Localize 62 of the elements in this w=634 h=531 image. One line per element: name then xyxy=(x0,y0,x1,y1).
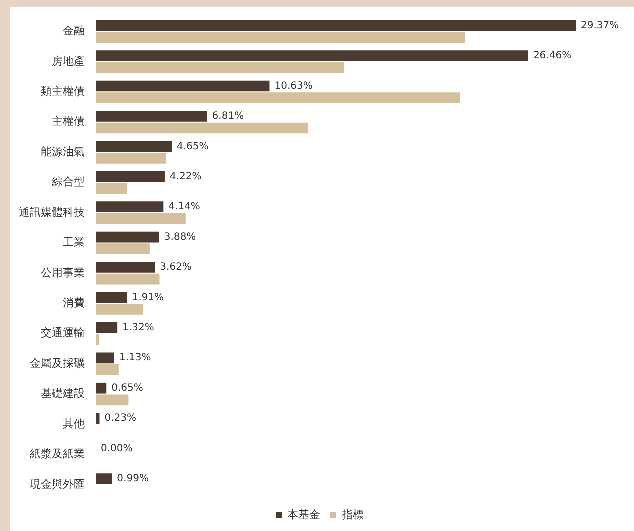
bar xyxy=(96,382,107,394)
data-label: 4.22% xyxy=(170,171,202,182)
y-tick-label: 現金與外匯 xyxy=(30,478,85,491)
bar xyxy=(96,32,466,44)
bar xyxy=(96,262,156,273)
bar xyxy=(96,20,576,32)
legend-label: 本基金 xyxy=(288,508,320,522)
bar xyxy=(96,274,160,285)
data-label: 26.46% xyxy=(533,50,572,62)
bar xyxy=(96,50,528,62)
bar xyxy=(96,183,128,194)
data-label: 1.13% xyxy=(119,352,152,364)
y-tick-label: 基礎建設 xyxy=(41,387,85,400)
y-tick-label: 主權債 xyxy=(52,115,85,128)
bar xyxy=(96,413,100,424)
bar xyxy=(96,111,208,122)
bar xyxy=(96,213,186,224)
data-label: 29.37% xyxy=(581,20,620,32)
bar xyxy=(96,244,150,255)
bar xyxy=(96,202,164,213)
bar xyxy=(96,122,308,134)
bar xyxy=(96,394,129,406)
y-tick-label: 金屬及採礦 xyxy=(30,356,85,370)
bar xyxy=(96,141,172,152)
data-label: 0.65% xyxy=(112,382,144,394)
data-label: 0.99% xyxy=(117,474,149,485)
bar xyxy=(96,171,165,182)
y-tick-label: 能源油氣 xyxy=(41,145,85,158)
y-tick-label: 其他 xyxy=(63,417,85,430)
bar xyxy=(96,304,144,315)
bar xyxy=(96,352,114,364)
data-label: 3.88% xyxy=(164,232,196,243)
data-label: 1.91% xyxy=(132,292,164,304)
bar xyxy=(96,153,166,164)
bar xyxy=(96,334,100,346)
y-tick-label: 房地產 xyxy=(52,54,85,68)
y-tick-label: 綜合型 xyxy=(51,176,85,189)
bar xyxy=(96,232,160,243)
data-label: 0.23% xyxy=(104,413,137,424)
bar xyxy=(96,474,112,484)
data-label: 6.81% xyxy=(212,111,244,122)
bar xyxy=(96,364,119,376)
y-tick-label: 交通運輸 xyxy=(41,326,85,340)
data-label: 4.14% xyxy=(168,202,200,213)
bar xyxy=(96,92,460,104)
y-tick-label: 通訊媒體科技 xyxy=(19,206,85,219)
data-label: 3.62% xyxy=(160,262,192,274)
bar xyxy=(96,322,118,334)
data-label: 4.65% xyxy=(176,141,209,152)
y-tick-label: 金融 xyxy=(63,24,85,38)
y-tick-label: 公用事業 xyxy=(41,266,85,280)
data-label: 0.00% xyxy=(101,443,133,454)
bar xyxy=(96,62,344,74)
bar xyxy=(96,292,128,304)
legend-label: 指標 xyxy=(341,508,364,522)
data-label: 1.32% xyxy=(122,322,154,334)
data-label: 10.63% xyxy=(274,80,313,92)
y-tick-label: 消費 xyxy=(63,296,85,310)
bar xyxy=(96,80,270,92)
y-tick-label: 工業 xyxy=(63,236,85,250)
y-tick-label: 類主權債 xyxy=(41,84,85,98)
y-tick-label: 紙漿及紙業 xyxy=(30,448,85,461)
